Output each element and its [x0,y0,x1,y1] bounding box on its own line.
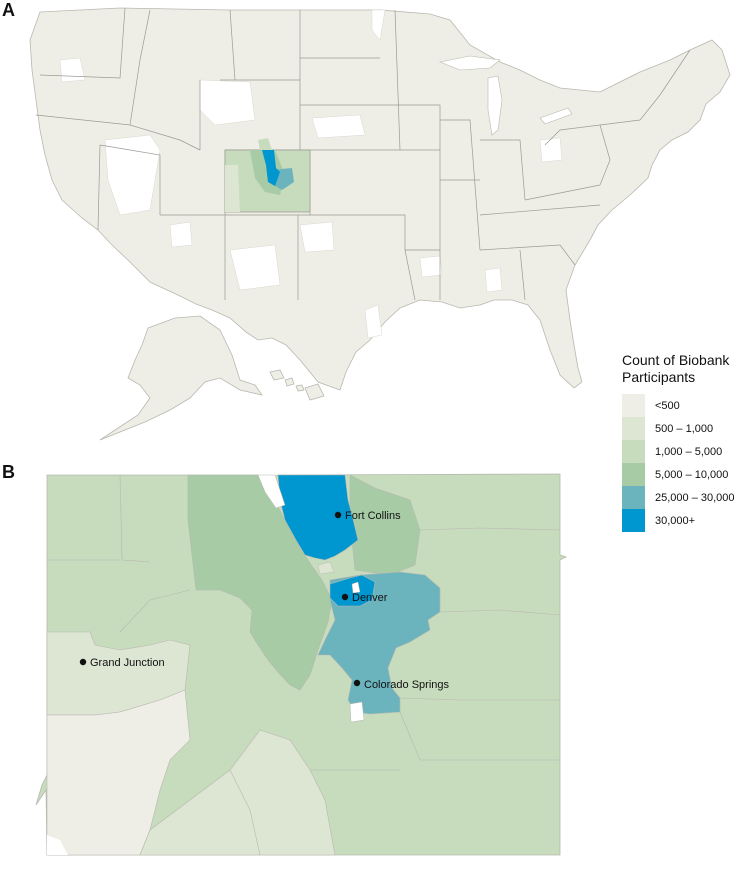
co-no-data-north [257,474,286,509]
legend-swatch [622,440,645,463]
lake-superior [438,55,501,71]
city-grand-junction: Grand Junction [79,657,165,669]
legend: Count of Biobank Participants <500 500 – … [622,352,744,532]
denver-marker [341,593,349,601]
colorado-west-light [225,165,240,212]
co-no-data-denver [351,581,361,594]
legend-rows: <500 500 – 1,000 1,000 – 5,000 5,000 – 10,0… [622,394,744,532]
legend-label: 1,000 – 5,000 [655,445,723,458]
legend-label: 25,000 – 30,000 [655,491,735,504]
hawaii [269,369,325,401]
no-data-areas [59,9,563,339]
city-fort-collins: Fort Collins [334,510,401,522]
legend-item: <500 [622,394,744,417]
legend-title: Count of Biobank Participants [622,352,744,386]
colorado-map: Fort Collins Denver Grand Junction Color… [35,473,568,856]
legend-label: 5,000 – 10,000 [655,468,729,481]
legend-title-line-2: Participants [622,369,696,385]
legend-item: 25,000 – 30,000 [622,486,744,509]
panel-a-label: A [2,0,15,20]
legend-swatch [622,417,645,440]
fort-collins-marker [334,511,342,519]
grand-junction-label: Grand Junction [90,657,165,669]
fort-collins-label: Fort Collins [345,510,401,522]
co-southwest [46,689,191,856]
state-boundaries [35,7,691,301]
legend-item: 1,000 – 5,000 [622,440,744,463]
legend-item: 30,000+ [622,509,744,532]
legend-label: <500 [655,399,680,412]
legend-swatch [622,486,645,509]
legend-title-line-1: Count of Biobank [622,352,730,368]
grand-junction-marker [79,658,87,666]
co-small-patch [317,561,335,575]
colorado-northern-core [262,150,280,186]
panel-b-label: B [2,462,15,482]
county-boundaries [47,474,561,856]
legend-label: 500 – 1,000 [655,422,714,435]
us-map [29,7,731,441]
wyoming-spill [258,138,272,150]
colorado-springs-marker [353,679,361,687]
co-mountain-counties [187,474,333,691]
city-colorado-springs: Colorado Springs [353,679,449,691]
co-no-data-sw [47,835,68,855]
legend-item: 5,000 – 10,000 [622,463,744,486]
legend-swatch [622,463,645,486]
legend-label: 30,000+ [655,514,696,527]
lake-erie [539,107,573,125]
lake-michigan [487,75,503,136]
denver-label: Denver [352,592,388,604]
legend-swatch [622,509,645,532]
co-northern-core [277,474,359,561]
co-south-central [139,729,336,856]
colorado-springs-label: Colorado Springs [364,679,449,691]
legend-item: 500 – 1,000 [622,417,744,440]
colorado-highlight [224,138,311,213]
city-denver: Denver [341,592,388,604]
co-no-data-springs [349,701,365,723]
legend-swatch [622,394,645,417]
alaska [99,315,263,441]
